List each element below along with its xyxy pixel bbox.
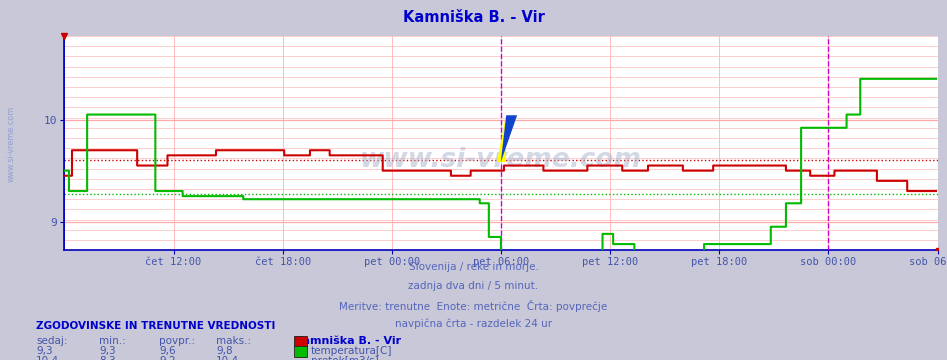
Polygon shape <box>497 115 507 162</box>
Text: 9,8: 9,8 <box>216 346 233 356</box>
Text: navpična črta - razdelek 24 ur: navpična črta - razdelek 24 ur <box>395 318 552 329</box>
Text: Kamniška B. - Vir: Kamniška B. - Vir <box>294 336 401 346</box>
Text: temperatura[C]: temperatura[C] <box>311 346 392 356</box>
Text: ZGODOVINSKE IN TRENUTNE VREDNOSTI: ZGODOVINSKE IN TRENUTNE VREDNOSTI <box>36 321 276 331</box>
Text: 8,3: 8,3 <box>99 356 116 360</box>
Text: min.:: min.: <box>99 336 126 346</box>
Text: 10,4: 10,4 <box>216 356 239 360</box>
Text: sedaj:: sedaj: <box>36 336 67 346</box>
Text: 9,2: 9,2 <box>159 356 176 360</box>
Text: Slovenija / reke in morje.: Slovenija / reke in morje. <box>408 262 539 272</box>
Text: Meritve: trenutne  Enote: metrične  Črta: povprečje: Meritve: trenutne Enote: metrične Črta: … <box>339 300 608 311</box>
Polygon shape <box>501 115 517 162</box>
Text: www.si-vreme.com: www.si-vreme.com <box>7 106 16 182</box>
Text: 9,3: 9,3 <box>36 346 53 356</box>
Text: povpr.:: povpr.: <box>159 336 195 346</box>
Text: 9,6: 9,6 <box>159 346 176 356</box>
Text: maks.:: maks.: <box>216 336 251 346</box>
Text: 10,4: 10,4 <box>36 356 59 360</box>
Text: www.si-vreme.com: www.si-vreme.com <box>360 147 642 173</box>
Text: zadnja dva dni / 5 minut.: zadnja dva dni / 5 minut. <box>408 281 539 291</box>
Text: Kamniška B. - Vir: Kamniška B. - Vir <box>402 10 545 25</box>
Text: pretok[m3/s]: pretok[m3/s] <box>311 356 379 360</box>
Text: 9,3: 9,3 <box>99 346 116 356</box>
